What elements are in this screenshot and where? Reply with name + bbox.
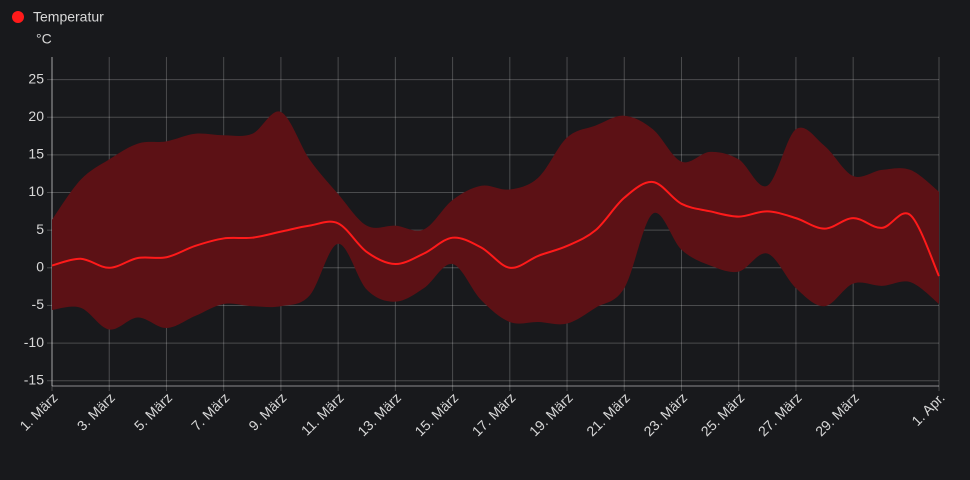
y-tick-label: 10 [28, 183, 44, 199]
y-tick-label: 15 [28, 146, 44, 162]
y-tick-label: -10 [24, 334, 44, 350]
range-band [52, 111, 939, 330]
y-tick-label: 5 [36, 221, 44, 237]
y-tick-label: 25 [28, 70, 44, 86]
y-tick-label: 20 [28, 108, 44, 124]
y-axis-title: °C [36, 31, 52, 47]
y-tick-label: -15 [24, 371, 44, 387]
y-tick-label: -5 [32, 296, 45, 312]
line [51, 180, 940, 277]
legend-label[interactable]: Temperatur [33, 9, 104, 25]
y-tick-label: 0 [36, 259, 44, 275]
legend-marker[interactable] [12, 11, 24, 23]
